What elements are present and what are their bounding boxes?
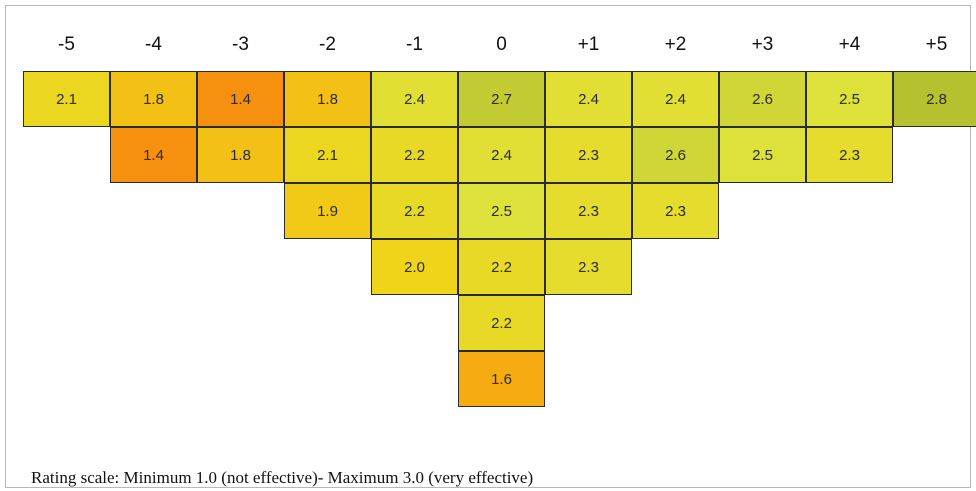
rating-scale-caption: Rating scale: Minimum 1.0 (not effective… [31, 468, 534, 487]
column-header: +5 [925, 34, 948, 55]
heatmap-cell: 2.3 [545, 183, 632, 239]
column-header: -1 [406, 34, 423, 55]
chart-frame: -5 -4 -3 -2 -1 0 +1 +2 +3 +4 +5 2.1 1.8 1.4 1.8 2.4 2.7… [5, 5, 976, 488]
heatmap-cell: 2.3 [632, 183, 719, 239]
heatmap-cell: 2.5 [458, 183, 545, 239]
column-header: +3 [751, 34, 774, 55]
column-header: -3 [232, 34, 249, 55]
heatmap-cell: 2.1 [284, 127, 371, 183]
heatmap-cell: 2.3 [545, 239, 632, 295]
heatmap-cell: 1.8 [284, 71, 371, 127]
column-header: +2 [664, 34, 687, 55]
column-header: +4 [838, 34, 861, 55]
heatmap-cell: 2.4 [545, 71, 632, 127]
column-header: -2 [319, 34, 336, 55]
heatmap-cell: 1.6 [458, 351, 545, 407]
heatmap-cell: 2.3 [545, 127, 632, 183]
heatmap-cell: 2.5 [806, 71, 893, 127]
heatmap-cell: 1.9 [284, 183, 371, 239]
column-header: +1 [577, 34, 600, 55]
heatmap-cell: 1.8 [110, 71, 197, 127]
heatmap-cell: 2.2 [458, 239, 545, 295]
heatmap-cell: 1.4 [110, 127, 197, 183]
heatmap-cell: 2.3 [806, 127, 893, 183]
heatmap-cell: 2.6 [719, 71, 806, 127]
heatmap-cell: 2.2 [371, 127, 458, 183]
heatmap-cell: 2.0 [371, 239, 458, 295]
heatmap-cell: 2.8 [893, 71, 976, 127]
heatmap-cell: 2.4 [371, 71, 458, 127]
heatmap-cell: 2.1 [23, 71, 110, 127]
heatmap-cell: 2.5 [719, 127, 806, 183]
heatmap-cell: 2.4 [458, 127, 545, 183]
heatmap-cell: 2.2 [371, 183, 458, 239]
column-header: -5 [58, 34, 75, 55]
heatmap-cell: 1.4 [197, 71, 284, 127]
column-header: 0 [496, 34, 507, 55]
heatmap-cell: 1.8 [197, 127, 284, 183]
column-header: -4 [145, 34, 162, 55]
heatmap-cell: 2.4 [632, 71, 719, 127]
heatmap-cell: 2.2 [458, 295, 545, 351]
heatmap-cell: 2.7 [458, 71, 545, 127]
heatmap-cell: 2.6 [632, 127, 719, 183]
